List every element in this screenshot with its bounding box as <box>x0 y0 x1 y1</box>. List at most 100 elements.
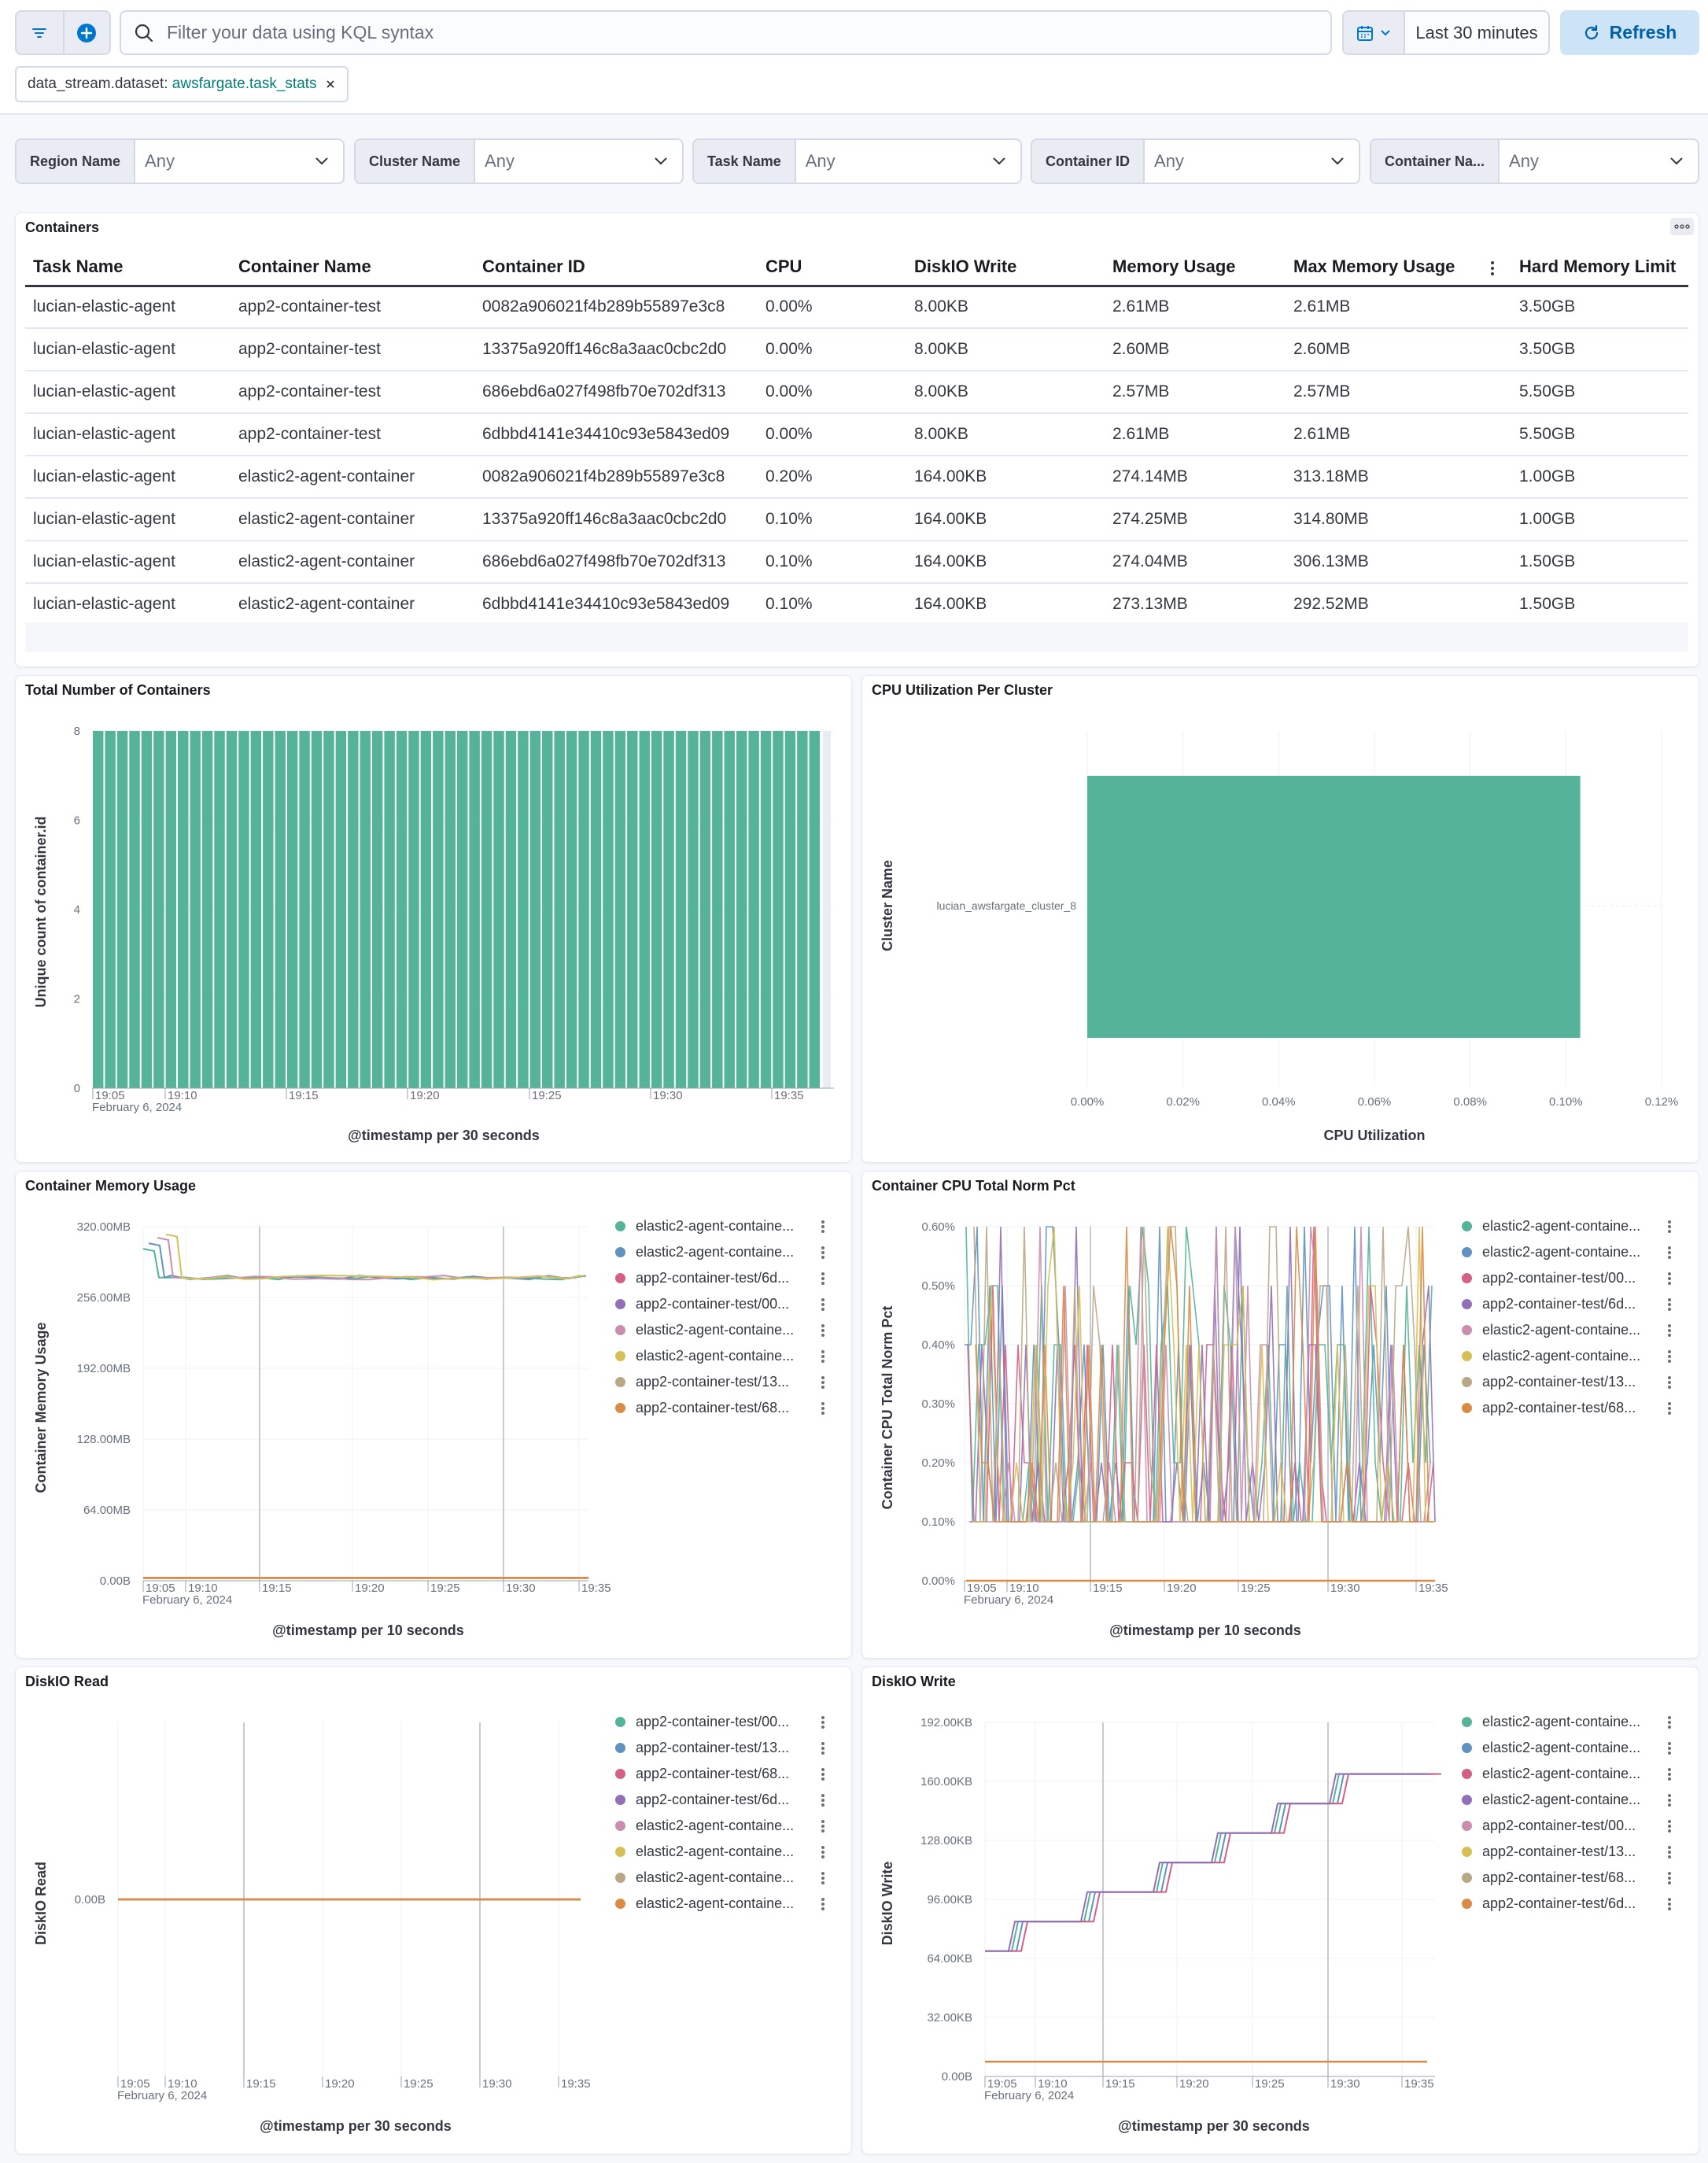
legend-item[interactable]: elastic2-agent-containe... <box>615 1865 829 1891</box>
refresh-button[interactable]: Refresh <box>1560 10 1699 55</box>
legend-item[interactable]: app2-container-test/13... <box>1462 1369 1676 1395</box>
legend-item[interactable]: elastic2-agent-containe... <box>615 1813 829 1839</box>
legend-item[interactable]: app2-container-test/68... <box>615 1395 829 1421</box>
legend-item[interactable]: elastic2-agent-containe... <box>615 1891 829 1917</box>
control-cluster-name[interactable]: Cluster Name Any <box>354 138 684 184</box>
legend-more-icon[interactable] <box>817 1715 829 1729</box>
table-cell: 13375a920ff146c8a3aac0cbc2d0 <box>474 328 758 371</box>
legend-item[interactable]: elastic2-agent-containe... <box>1462 1317 1676 1343</box>
legend-item[interactable]: elastic2-agent-containe... <box>1462 1787 1676 1813</box>
legend-more-icon[interactable] <box>1663 1897 1676 1910</box>
legend-more-icon[interactable] <box>817 1741 829 1755</box>
column-drag-icon[interactable] <box>1490 260 1495 276</box>
quick-date-menu-button[interactable] <box>1344 12 1405 54</box>
legend-more-icon[interactable] <box>1663 1297 1676 1311</box>
legend-more-icon[interactable] <box>1663 1323 1676 1337</box>
legend-more-icon[interactable] <box>817 1401 829 1415</box>
legend-item[interactable]: elastic2-agent-containe... <box>1462 1761 1676 1787</box>
legend-item[interactable]: app2-container-test/13... <box>1462 1839 1676 1865</box>
legend-item[interactable]: app2-container-test/00... <box>1462 1813 1676 1839</box>
legend-label: app2-container-test/13... <box>1482 1844 1636 1859</box>
column-header[interactable]: Max Memory Usage <box>1286 249 1511 287</box>
legend-more-icon[interactable] <box>1663 1715 1676 1729</box>
legend-more-icon[interactable] <box>817 1349 829 1363</box>
column-header[interactable]: Container Name <box>231 249 474 287</box>
control-container-name[interactable]: Container Na... Any <box>1370 138 1699 184</box>
filter-menu-button[interactable] <box>17 12 63 54</box>
legend-more-icon[interactable] <box>1663 1767 1676 1781</box>
time-range-label[interactable]: Last 30 minutes <box>1415 22 1538 42</box>
table-scrollbar[interactable] <box>25 622 1688 652</box>
legend-more-icon[interactable] <box>1663 1246 1676 1259</box>
legend-item[interactable]: elastic2-agent-containe... <box>615 1343 829 1369</box>
legend-item[interactable]: elastic2-agent-containe... <box>1462 1709 1676 1735</box>
column-header[interactable]: Container ID <box>474 249 758 287</box>
legend-more-icon[interactable] <box>1663 1845 1676 1858</box>
x-tick-label: 0.12% <box>1645 1095 1679 1109</box>
legend-more-icon[interactable] <box>1663 1871 1676 1884</box>
legend-item[interactable]: elastic2-agent-containe... <box>615 1839 829 1865</box>
legend-item[interactable]: app2-container-test/68... <box>1462 1865 1676 1891</box>
column-header[interactable]: Hard Memory Limit <box>1511 249 1688 287</box>
kql-search-input[interactable]: Filter your data using KQL syntax <box>120 10 1332 55</box>
legend-item[interactable]: app2-container-test/00... <box>1462 1265 1676 1291</box>
legend-more-icon[interactable] <box>817 1793 829 1807</box>
legend-item[interactable]: app2-container-test/13... <box>615 1735 829 1761</box>
close-icon[interactable] <box>325 79 336 90</box>
date-picker[interactable]: Last 30 minutes <box>1342 10 1550 55</box>
legend-item[interactable]: elastic2-agent-containe... <box>1462 1213 1676 1239</box>
add-filter-button[interactable] <box>62 12 109 54</box>
column-header[interactable]: CPU <box>758 249 906 287</box>
legend-item[interactable]: elastic2-agent-containe... <box>615 1239 829 1265</box>
legend-item[interactable]: elastic2-agent-containe... <box>1462 1343 1676 1369</box>
legend-more-icon[interactable] <box>1663 1349 1676 1363</box>
legend-item[interactable]: app2-container-test/68... <box>1462 1395 1676 1421</box>
legend-item[interactable]: app2-container-test/13... <box>615 1369 829 1395</box>
legend-more-icon[interactable] <box>1663 1272 1676 1285</box>
legend-item[interactable]: app2-container-test/00... <box>615 1709 829 1735</box>
legend-more-icon[interactable] <box>817 1819 829 1833</box>
column-header[interactable]: DiskIO Write <box>906 249 1105 287</box>
query-bar: Filter your data using KQL syntax Last 3… <box>0 0 1708 115</box>
control-container-id[interactable]: Container ID Any <box>1031 138 1360 184</box>
legend-more-icon[interactable] <box>817 1897 829 1910</box>
legend-more-icon[interactable] <box>817 1845 829 1858</box>
legend-item[interactable]: app2-container-test/6d... <box>1462 1891 1676 1917</box>
legend-more-icon[interactable] <box>817 1272 829 1285</box>
legend-more-icon[interactable] <box>817 1297 829 1311</box>
legend-more-icon[interactable] <box>1663 1741 1676 1755</box>
legend-label: app2-container-test/00... <box>1482 1818 1636 1833</box>
filter-pill[interactable]: data_stream.dataset: awsfargate.task_sta… <box>15 66 349 102</box>
legend-item[interactable]: app2-container-test/6d... <box>615 1265 829 1291</box>
control-task-name[interactable]: Task Name Any <box>692 138 1022 184</box>
panel-options-button[interactable] <box>1670 218 1694 235</box>
legend-label: elastic2-agent-containe... <box>1482 1714 1641 1729</box>
legend-item[interactable]: app2-container-test/00... <box>615 1291 829 1317</box>
legend-more-icon[interactable] <box>817 1323 829 1337</box>
legend-item[interactable]: app2-container-test/6d... <box>615 1787 829 1813</box>
legend-swatch <box>615 1769 625 1779</box>
legend-item[interactable]: elastic2-agent-containe... <box>615 1317 829 1343</box>
legend-more-icon[interactable] <box>1663 1375 1676 1389</box>
table-row: lucian-elastic-agent elastic2-agent-conta… <box>25 541 1688 584</box>
legend-more-icon[interactable] <box>817 1220 829 1233</box>
legend-item[interactable]: app2-container-test/6d... <box>1462 1291 1676 1317</box>
table-cell: 13375a920ff146c8a3aac0cbc2d0 <box>474 498 758 541</box>
legend-more-icon[interactable] <box>1663 1220 1676 1233</box>
legend-more-icon[interactable] <box>817 1375 829 1389</box>
legend-more-icon[interactable] <box>1663 1819 1676 1833</box>
legend-more-icon[interactable] <box>817 1871 829 1884</box>
legend-item[interactable]: elastic2-agent-containe... <box>1462 1735 1676 1761</box>
legend-more-icon[interactable] <box>1663 1793 1676 1807</box>
legend-item[interactable]: elastic2-agent-containe... <box>615 1213 829 1239</box>
legend-more-icon[interactable] <box>817 1246 829 1259</box>
control-region-name[interactable]: Region Name Any <box>15 138 345 184</box>
column-header[interactable]: Task Name <box>25 249 231 287</box>
column-header[interactable]: Memory Usage <box>1105 249 1286 287</box>
legend-more-icon[interactable] <box>1663 1401 1676 1415</box>
bar <box>736 731 747 1088</box>
legend-item[interactable]: elastic2-agent-containe... <box>1462 1239 1676 1265</box>
legend-item[interactable]: app2-container-test/68... <box>615 1761 829 1787</box>
x-tick-label: 19:25 <box>430 1582 460 1595</box>
legend-more-icon[interactable] <box>817 1767 829 1781</box>
